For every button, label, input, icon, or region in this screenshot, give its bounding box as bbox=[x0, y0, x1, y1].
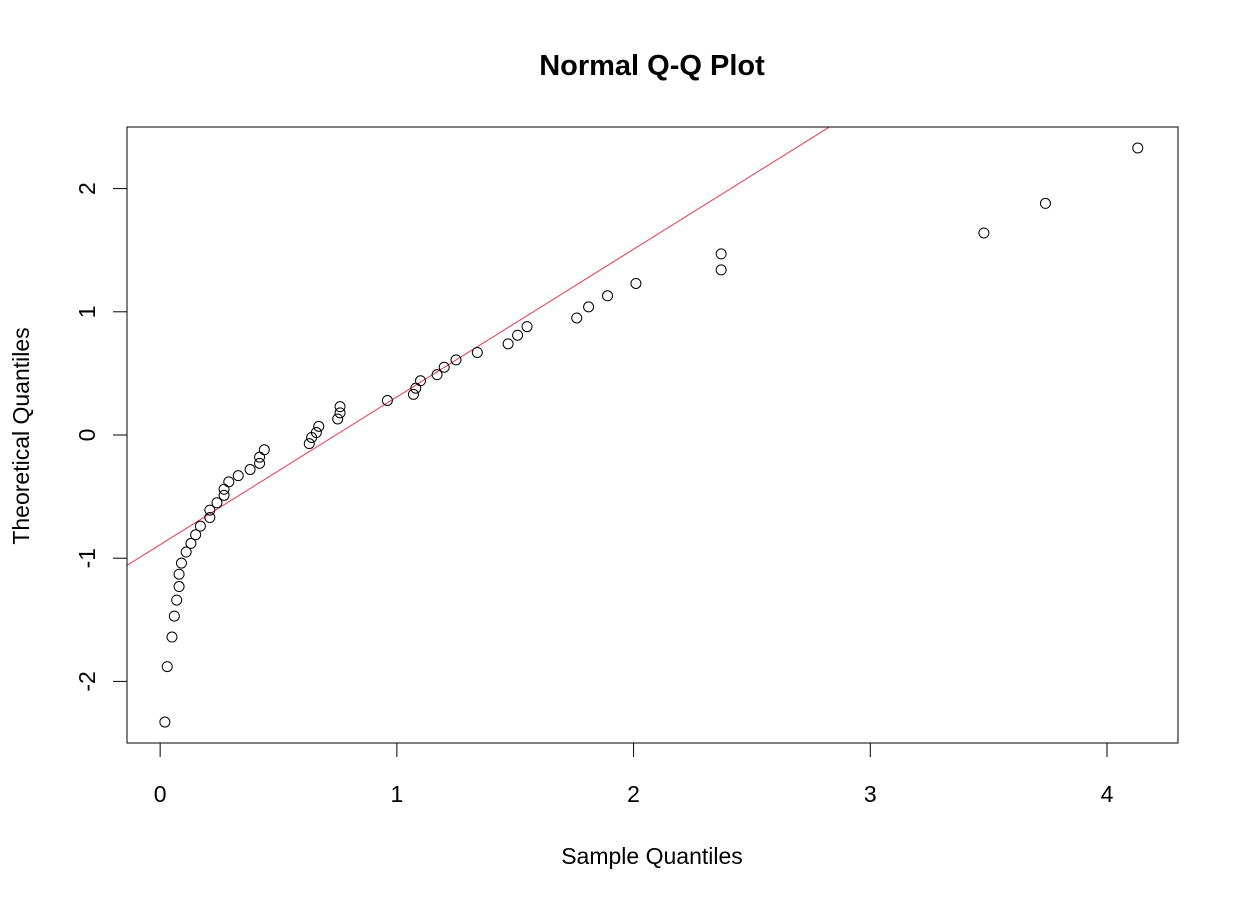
data-point bbox=[159, 716, 171, 728]
data-point bbox=[334, 407, 346, 419]
data-point bbox=[332, 413, 344, 425]
data-point bbox=[218, 483, 230, 495]
y-tick-label: 2 bbox=[74, 182, 100, 195]
data-point bbox=[1039, 197, 1051, 209]
data-point bbox=[232, 470, 244, 482]
data-point bbox=[715, 248, 727, 260]
data-point bbox=[438, 361, 450, 373]
data-point bbox=[204, 504, 216, 516]
chart-title: Normal Q-Q Plot bbox=[539, 50, 765, 82]
x-tick-label: 0 bbox=[154, 781, 167, 807]
x-axis-label: Sample Quantiles bbox=[561, 843, 743, 869]
data-point bbox=[310, 427, 322, 439]
data-point bbox=[244, 463, 256, 475]
data-point bbox=[161, 661, 173, 673]
y-tick-label: -2 bbox=[74, 671, 100, 691]
data-point bbox=[185, 537, 197, 549]
data-point bbox=[313, 420, 325, 432]
data-point bbox=[180, 546, 192, 558]
data-point bbox=[1132, 142, 1144, 154]
data-point bbox=[173, 568, 185, 580]
data-point bbox=[571, 312, 583, 324]
data-point bbox=[258, 444, 270, 456]
data-point bbox=[450, 354, 462, 366]
data-point bbox=[190, 529, 202, 541]
data-point bbox=[175, 557, 187, 569]
data-point bbox=[173, 581, 185, 593]
reference-line bbox=[127, 127, 831, 566]
data-point bbox=[521, 321, 533, 333]
data-point bbox=[254, 451, 266, 463]
data-point bbox=[407, 388, 419, 400]
data-point bbox=[254, 457, 266, 469]
data-point bbox=[168, 610, 180, 622]
data-point bbox=[204, 512, 216, 524]
data-point bbox=[166, 631, 178, 643]
y-tick-label: 0 bbox=[74, 429, 100, 442]
data-point bbox=[978, 227, 990, 239]
data-point bbox=[512, 329, 524, 341]
data-point bbox=[211, 497, 223, 509]
data-point bbox=[431, 369, 443, 381]
data-point bbox=[471, 346, 483, 358]
data-point bbox=[223, 476, 235, 488]
data-point bbox=[583, 301, 595, 313]
plot-area: 0 1 2 3 4 -2 -1 0 1 2 bbox=[74, 126, 1179, 807]
data-point bbox=[715, 264, 727, 276]
data-point bbox=[381, 395, 393, 407]
y-tick-label: -1 bbox=[74, 548, 100, 568]
data-point bbox=[334, 401, 346, 413]
data-point bbox=[171, 594, 183, 606]
data-point bbox=[218, 489, 230, 501]
data-point bbox=[630, 277, 642, 289]
data-point bbox=[303, 438, 315, 450]
y-axis-label: Theoretical Quantiles bbox=[8, 327, 34, 544]
y-tick-label: 1 bbox=[74, 305, 100, 318]
data-point bbox=[194, 520, 206, 532]
data-point bbox=[502, 338, 514, 350]
x-tick-label: 4 bbox=[1101, 781, 1114, 807]
x-tick-label: 3 bbox=[864, 781, 877, 807]
x-tick-label: 1 bbox=[390, 781, 403, 807]
data-point bbox=[415, 375, 427, 387]
x-tick-label: 2 bbox=[627, 781, 640, 807]
plot-frame bbox=[126, 126, 1179, 744]
data-point bbox=[602, 290, 614, 302]
